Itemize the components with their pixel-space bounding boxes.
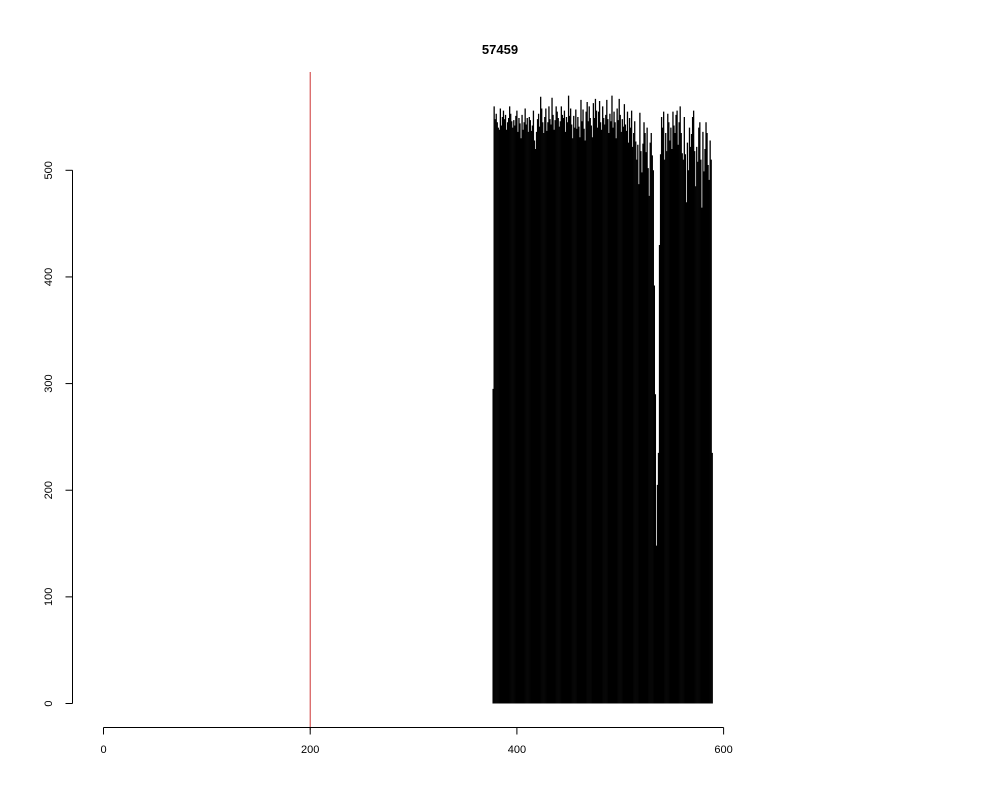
chart-title: 57459	[481, 42, 519, 57]
y-tick-label: 400	[43, 268, 55, 286]
x-tick-label: 400	[508, 744, 526, 756]
y-tick-label: 300	[43, 374, 55, 392]
y-tick-label: 100	[43, 588, 55, 606]
y-tick-label: 500	[43, 161, 55, 179]
y-tick-label: 200	[43, 481, 55, 499]
bars-group	[492, 95, 713, 704]
x-tick-label: 600	[714, 744, 732, 756]
x-tick-label: 200	[301, 744, 319, 756]
y-axis: 0 100 200 300 400 500	[43, 161, 73, 707]
y-tick-label: 0	[43, 700, 55, 706]
x-axis: 0 200 400 600	[100, 727, 733, 756]
x-tick-label: 0	[100, 744, 106, 756]
